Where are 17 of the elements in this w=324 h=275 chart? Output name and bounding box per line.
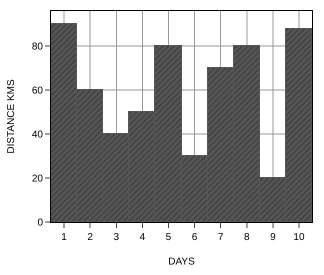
x-axis-title: DAYS	[168, 256, 196, 268]
x-tick-label: 4	[140, 232, 146, 243]
x-tick-label: 9	[270, 232, 276, 243]
y-axis-title: DISTANCE KMS	[6, 79, 17, 154]
y-tick-label: 40	[32, 130, 44, 141]
x-tick-label: 3	[113, 232, 120, 243]
x-tick-label: 1	[61, 232, 68, 243]
x-tick-label: 10	[293, 232, 305, 243]
x-tick-label: 2	[87, 232, 94, 243]
x-tick-label: 6	[192, 232, 198, 243]
x-tick-label: 5	[166, 232, 172, 243]
y-tick-label: 0	[37, 218, 44, 228]
x-tick-label: 8	[244, 232, 250, 243]
x-tick-label: 7	[218, 232, 224, 243]
y-tick-label: 20	[32, 174, 44, 185]
y-tick-label: 80	[32, 42, 44, 53]
y-tick-label: 60	[32, 86, 44, 97]
